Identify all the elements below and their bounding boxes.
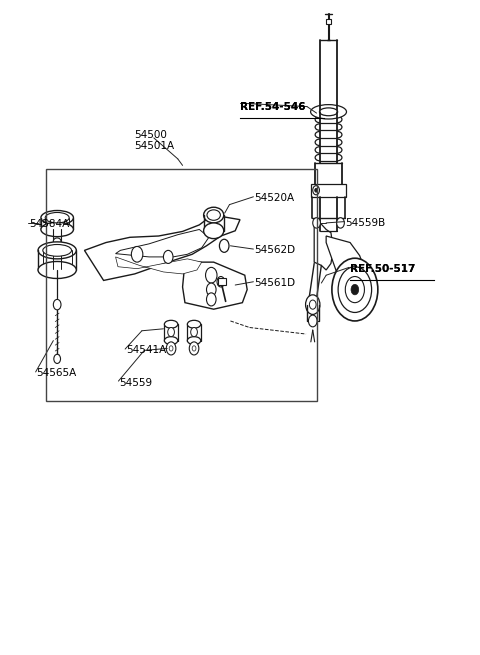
Polygon shape bbox=[218, 278, 226, 285]
Circle shape bbox=[313, 185, 320, 195]
Ellipse shape bbox=[53, 238, 61, 244]
Circle shape bbox=[191, 328, 197, 337]
Text: REF.54-546: REF.54-546 bbox=[240, 102, 305, 111]
Circle shape bbox=[189, 342, 199, 355]
Polygon shape bbox=[116, 257, 202, 274]
Circle shape bbox=[309, 315, 317, 327]
Text: 54584A: 54584A bbox=[29, 219, 70, 229]
Circle shape bbox=[336, 217, 344, 228]
Ellipse shape bbox=[320, 108, 337, 116]
Polygon shape bbox=[84, 216, 240, 280]
Polygon shape bbox=[326, 236, 364, 287]
Text: 54561D: 54561D bbox=[254, 278, 296, 288]
Bar bbox=[46, 170, 317, 401]
Circle shape bbox=[169, 346, 173, 351]
Ellipse shape bbox=[41, 210, 73, 225]
Text: 54520A: 54520A bbox=[254, 193, 295, 203]
Ellipse shape bbox=[41, 222, 73, 236]
Circle shape bbox=[351, 284, 359, 295]
Circle shape bbox=[166, 342, 176, 355]
Ellipse shape bbox=[43, 244, 72, 256]
Ellipse shape bbox=[164, 337, 178, 345]
Circle shape bbox=[219, 239, 229, 252]
Circle shape bbox=[217, 276, 225, 287]
Polygon shape bbox=[314, 223, 333, 270]
Ellipse shape bbox=[207, 210, 220, 220]
Circle shape bbox=[206, 293, 216, 306]
Circle shape bbox=[132, 246, 143, 262]
Circle shape bbox=[338, 267, 372, 312]
Text: 54501A: 54501A bbox=[134, 141, 174, 151]
Text: REF.50-517: REF.50-517 bbox=[350, 264, 416, 274]
Circle shape bbox=[163, 250, 173, 263]
Circle shape bbox=[53, 299, 61, 310]
Ellipse shape bbox=[204, 207, 224, 223]
Ellipse shape bbox=[164, 320, 178, 328]
Ellipse shape bbox=[45, 212, 69, 223]
Circle shape bbox=[313, 217, 321, 228]
Text: 54565A: 54565A bbox=[36, 368, 77, 378]
Polygon shape bbox=[311, 183, 346, 196]
Text: 54541A: 54541A bbox=[126, 345, 167, 356]
Text: 54559B: 54559B bbox=[345, 218, 385, 228]
Ellipse shape bbox=[204, 223, 224, 238]
Circle shape bbox=[306, 295, 320, 314]
Circle shape bbox=[345, 276, 364, 303]
Circle shape bbox=[332, 258, 378, 321]
Circle shape bbox=[205, 267, 217, 283]
Text: REF.50-517: REF.50-517 bbox=[350, 264, 416, 274]
Polygon shape bbox=[116, 229, 209, 257]
Circle shape bbox=[54, 354, 60, 364]
Text: 54559: 54559 bbox=[120, 378, 153, 388]
Ellipse shape bbox=[38, 242, 76, 259]
Ellipse shape bbox=[311, 105, 347, 119]
Text: REF.54-546: REF.54-546 bbox=[240, 102, 305, 111]
Circle shape bbox=[206, 283, 216, 296]
Circle shape bbox=[192, 346, 196, 351]
Polygon shape bbox=[182, 262, 247, 309]
Ellipse shape bbox=[38, 261, 76, 278]
Ellipse shape bbox=[187, 337, 201, 345]
Circle shape bbox=[310, 300, 316, 309]
Ellipse shape bbox=[187, 320, 201, 328]
Circle shape bbox=[168, 328, 174, 337]
Text: 54500: 54500 bbox=[134, 130, 167, 140]
Text: 54562D: 54562D bbox=[254, 246, 296, 255]
Polygon shape bbox=[325, 19, 331, 24]
Circle shape bbox=[315, 188, 318, 192]
